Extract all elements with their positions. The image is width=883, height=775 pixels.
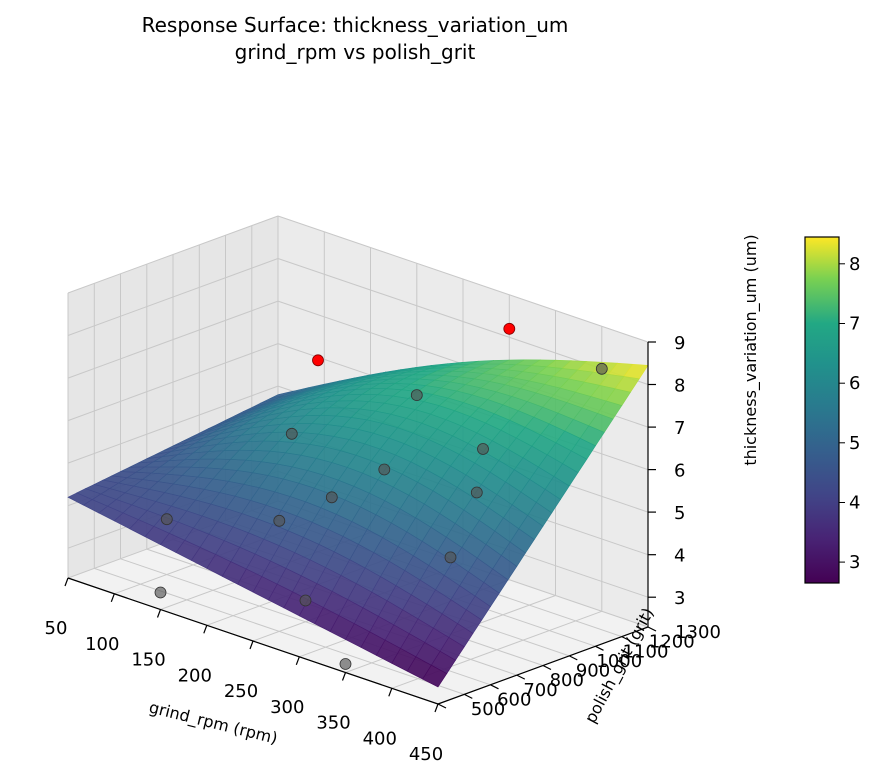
y-tick-label: 1100 — [623, 641, 669, 662]
y-tick-label: 600 — [497, 689, 531, 710]
y-tick-mark — [437, 703, 447, 709]
y-tick-label: 700 — [523, 680, 557, 701]
data-point — [444, 551, 457, 564]
z-axis-label: thickness_variation_um (um) — [741, 234, 761, 465]
data-point — [378, 463, 391, 476]
y-tick-label: 800 — [550, 670, 584, 691]
y-tick-label: 1000 — [596, 651, 642, 672]
y-tick-mark — [647, 626, 657, 632]
x-tick-mark — [295, 656, 300, 666]
z-tick-label: 9 — [674, 333, 685, 354]
z-grid-back — [277, 215, 649, 343]
colorbar-tick-label: 4 — [849, 493, 860, 514]
response-surface — [67, 359, 649, 688]
x-tick-label: 300 — [270, 697, 304, 718]
data-point — [477, 443, 489, 455]
y-tick-mark — [595, 645, 604, 651]
y-tick-label: 500 — [471, 699, 505, 720]
x-tick-mark — [434, 703, 439, 713]
chart-title: Response Surface: thickness_variation_um — [142, 13, 569, 37]
y-tick-mark — [621, 636, 631, 642]
x-tick-label: 450 — [409, 744, 443, 765]
data-point — [410, 389, 423, 402]
colorbar-tick-label: 7 — [849, 314, 860, 335]
z-grid-left — [67, 215, 279, 294]
x-tick-mark — [388, 688, 393, 697]
data-point — [470, 486, 483, 499]
colorbar-tick-label: 5 — [849, 433, 860, 454]
surface-patch — [422, 664, 448, 688]
x-tick-mark — [110, 593, 115, 603]
data-points — [154, 322, 608, 670]
z-tick-label: 3 — [674, 588, 685, 609]
x-tick-label: 200 — [178, 665, 212, 686]
x-tick-mark — [156, 609, 162, 618]
x-axis-label: grind_rpm (rpm) — [147, 698, 280, 749]
data-point — [325, 491, 338, 504]
x-tick-mark — [249, 640, 254, 650]
y-tick-mark — [542, 664, 552, 671]
data-point — [339, 658, 352, 670]
z-tick-label: 8 — [674, 376, 685, 397]
x-tick-mark — [341, 672, 347, 681]
x-tick-mark — [203, 625, 208, 634]
data-point — [503, 322, 516, 335]
x-tick-label: 250 — [224, 681, 258, 702]
colorbar-tick-label: 6 — [849, 373, 860, 394]
z-tick-label: 4 — [674, 546, 685, 567]
colorbar-gradient — [804, 236, 840, 584]
x-tick-label: 350 — [316, 713, 350, 734]
z-grid-left — [67, 343, 279, 422]
data-point — [154, 586, 167, 599]
y-tick-mark — [464, 693, 473, 699]
x-tick-mark — [64, 577, 69, 587]
data-point — [285, 427, 298, 440]
z-tick-label: 7 — [674, 418, 685, 439]
z-grid-left — [67, 258, 279, 336]
x-tick-label: 100 — [85, 634, 119, 655]
data-point — [595, 362, 608, 375]
y-tick-mark — [490, 684, 499, 690]
z-tick-label: 6 — [674, 461, 685, 482]
data-point — [160, 513, 173, 526]
x-tick-label: 50 — [45, 618, 68, 639]
z-grid-left — [67, 385, 279, 464]
chart-subtitle: grind_rpm vs polish_grit — [235, 40, 476, 64]
colorbar: 3 4 5 6 7 8 — [804, 236, 860, 584]
colorbar-tick-label: 3 — [849, 552, 860, 573]
colorbar-tick-label: 8 — [849, 254, 860, 275]
y-tick-mark — [516, 674, 526, 680]
axes: 50 100 150 200 250 300 350 400 450 50060070080090… — [45, 333, 721, 765]
data-point — [299, 594, 312, 607]
z-grid-left — [67, 300, 279, 379]
y-tick-label: 1300 — [675, 622, 721, 643]
y-tick-label: 1200 — [649, 632, 695, 653]
data-point — [312, 354, 324, 367]
data-point — [273, 514, 286, 527]
x-tick-label: 400 — [363, 728, 397, 749]
y-tick-label: 900 — [576, 661, 610, 682]
z-tick-label: 5 — [674, 503, 685, 524]
x-tick-label: 150 — [131, 650, 165, 671]
y-tick-mark — [569, 655, 578, 661]
